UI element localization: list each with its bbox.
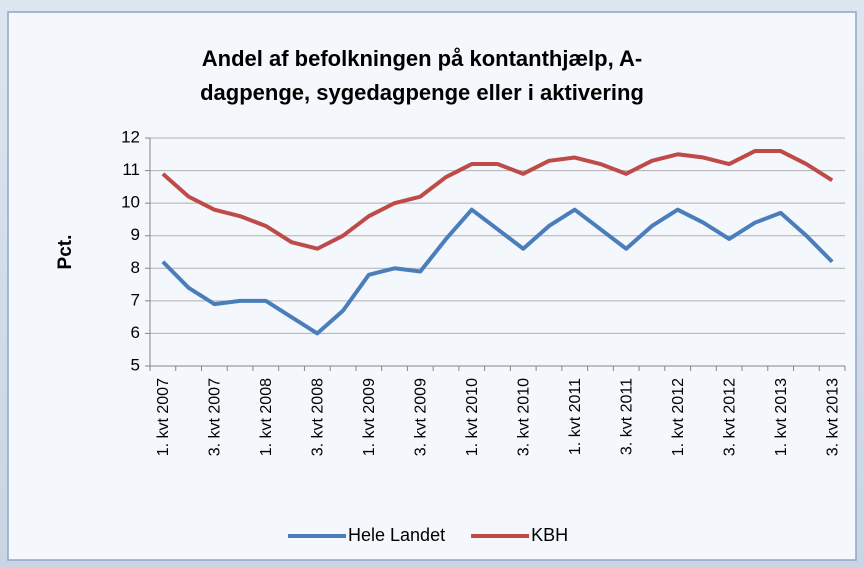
chart-title: Andel af befolkningen på kontanthjælp, A…	[200, 46, 644, 105]
x-tick-label: 3. kvt 2009	[412, 378, 429, 456]
x-tick-label: 3. kvt 2008	[310, 378, 327, 456]
y-tick-label: 5	[131, 355, 140, 374]
x-tick-label: 3. kvt 2010	[515, 378, 532, 456]
x-tick-label: 3. kvt 2007	[207, 378, 224, 456]
chart-frame	[7, 11, 857, 561]
y-tick-label: 11	[122, 160, 140, 179]
series-line	[161, 149, 834, 251]
x-tick-label: 1. kvt 2011	[567, 378, 584, 455]
legend-label: KBH	[531, 525, 568, 545]
y-tick-label: 8	[131, 258, 140, 277]
series-line	[161, 207, 834, 336]
x-tick-label: 3. kvt 2013	[824, 378, 841, 456]
y-tick-label: 7	[131, 290, 140, 309]
x-tick-label: 1. kvt 2013	[773, 378, 790, 456]
y-tick-label: 12	[121, 127, 140, 146]
y-tick-label: 10	[121, 193, 140, 212]
y-axis-label: Pct.	[55, 235, 76, 270]
x-tick-label: 1. kvt 2010	[464, 378, 481, 456]
y-tick-label: 6	[131, 323, 140, 342]
x-tick-label: 1. kvt 2012	[670, 378, 687, 456]
x-tick-label: 1. kvt 2009	[361, 378, 378, 456]
x-tick-label: 3. kvt 2012	[721, 378, 738, 456]
x-tick-label: 1. kvt 2007	[155, 378, 172, 456]
y-tick-label: 9	[131, 225, 140, 244]
x-tick-label: 3. kvt 2011	[618, 378, 635, 455]
x-tick-label: 1. kvt 2008	[258, 378, 275, 456]
legend-label: Hele Landet	[348, 525, 445, 545]
